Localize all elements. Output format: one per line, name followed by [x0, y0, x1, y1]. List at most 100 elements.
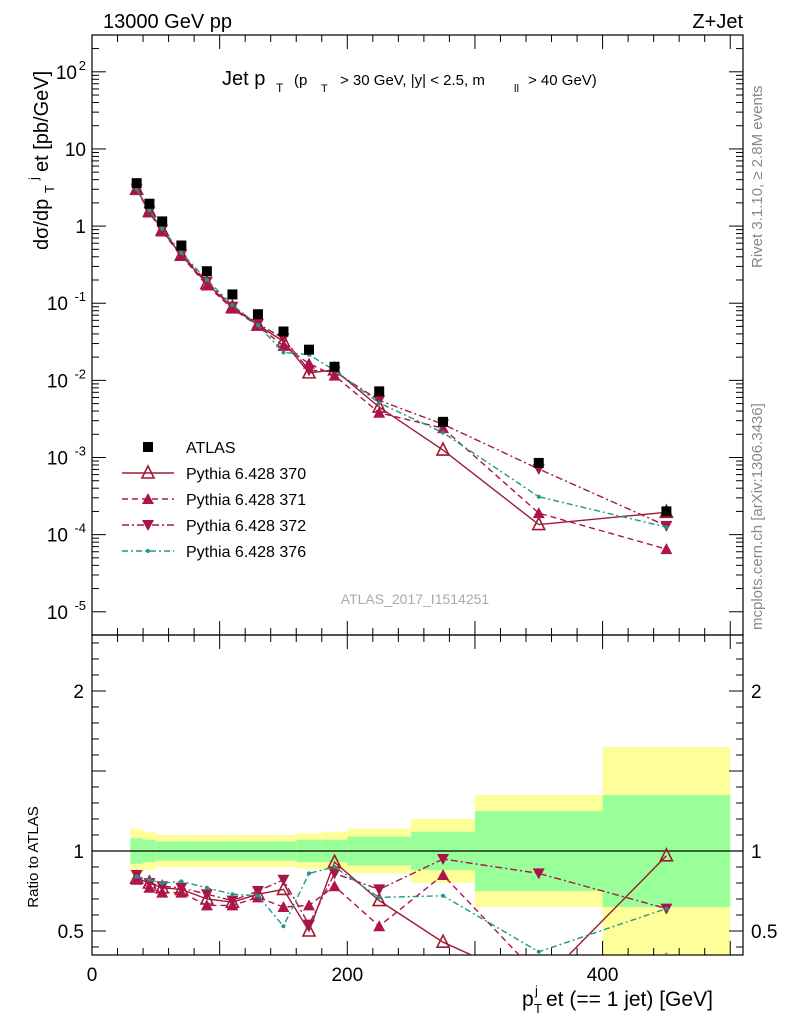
ratio-point [664, 952, 668, 955]
title-cuts-c: > 40 GeV) [528, 72, 597, 89]
ratio-y-tick-label: 0.5 [58, 922, 84, 943]
data-point [304, 344, 314, 355]
main-y-axis-title: dσ/dp T j et [pb/GeV] [26, 71, 57, 250]
main-ylabel-part2: et [pb/GeV] [31, 71, 53, 172]
process-label: Z+Jet [692, 11, 743, 33]
data-point [374, 386, 385, 397]
data-point [176, 240, 187, 251]
legend-entry: Pythia 6.428 371 [122, 492, 306, 509]
y-tick-label: 10 [47, 603, 68, 624]
data-point [175, 249, 188, 261]
legend-label: Pythia 6.428 371 [186, 492, 306, 509]
ratio-point [664, 906, 669, 911]
data-point [531, 515, 547, 531]
ratio-point [435, 933, 451, 949]
title-cuts-b: > 30 GeV, |y| < 2.5, m [340, 72, 485, 89]
title-cuts-a: (p [294, 72, 307, 89]
data-point [438, 416, 449, 427]
data-point [201, 266, 212, 277]
ratio-series [129, 847, 674, 981]
y-tick-exponent: -2 [74, 366, 86, 381]
y-tick-exponent: -5 [74, 598, 86, 613]
ratio-point [533, 970, 545, 981]
ratio-point [179, 879, 184, 884]
series-0 [131, 178, 672, 517]
ratio-point [371, 891, 387, 907]
ratio-point [230, 892, 235, 897]
main-ylabel-sup: j [26, 177, 41, 181]
ratio-point [328, 868, 341, 880]
data-point [157, 216, 168, 227]
ratio-point [156, 881, 169, 893]
ratio-point [303, 919, 315, 931]
data-point [131, 178, 142, 189]
ratio-line [136, 866, 667, 953]
ratio-point [328, 880, 341, 892]
data-point [664, 525, 669, 530]
xlabel-part1: p [522, 988, 534, 1011]
legend-marker [140, 464, 156, 479]
ratio-point [536, 949, 541, 954]
data-point [301, 364, 317, 379]
y-tick-label: 10 [56, 63, 77, 84]
mcplots-label: mcplots.cern.ch [arXiv:1306.3436] [749, 403, 766, 630]
data-point [277, 339, 290, 351]
legend-label: ATLAS [186, 440, 236, 457]
x-axis-title: p T j et (== 1 jet) [GeV] [522, 983, 713, 1016]
title-cuts-a-sub: T [321, 83, 328, 95]
data-point [200, 276, 213, 288]
legend-label: Pythia 6.428 372 [186, 518, 306, 535]
y-tick-exponent: -1 [74, 289, 86, 304]
data-point [255, 323, 260, 328]
ratio-point [277, 874, 290, 886]
ratio-point [147, 877, 152, 882]
ratio-y-tick-label-right: 1 [751, 842, 762, 863]
ratio-point [441, 893, 446, 898]
y-tick-label: 10 [47, 294, 68, 315]
ratio-point [377, 895, 382, 900]
data-point [536, 494, 541, 499]
ratio-frame [91, 634, 744, 956]
ratio-point [276, 880, 291, 896]
ratio-point [226, 895, 239, 907]
y-tick-label: 10 [65, 140, 86, 161]
data-point [373, 395, 386, 407]
ratio-y-tick-label: 2 [73, 682, 84, 703]
ratio-series-3 [134, 865, 669, 954]
rivet-version-label: Rivet 3.1.10, ≥ 2.8M events [749, 86, 766, 269]
x-tick-label: 0 [87, 965, 98, 986]
xlabel-part2: et (== 1 jet) [GeV] [546, 988, 713, 1011]
ratio-point [255, 893, 260, 898]
xlabel-sub: T [534, 1001, 542, 1016]
main-series [129, 178, 674, 555]
data-point [160, 226, 165, 231]
series-line [136, 188, 667, 528]
data-point [377, 400, 382, 405]
data-point [329, 361, 340, 372]
ratio-y-tick-label-right: 2 [751, 682, 762, 703]
data-point [134, 187, 139, 192]
ratio-point [134, 874, 139, 879]
title-main: Jet p [222, 68, 265, 90]
ratio-point [373, 920, 386, 932]
main-ylabel-sub: T [42, 185, 57, 193]
data-point [144, 198, 155, 209]
data-point [660, 543, 673, 555]
ratio-y-tick-label-right: 0.5 [751, 922, 777, 943]
x-tick-label: 200 [331, 965, 363, 986]
main-ylabel-part1: dσ/dp [31, 199, 53, 250]
legend-marker [143, 442, 153, 452]
y-tick-label: 10 [47, 526, 68, 547]
title-cuts-b-sub: ll [514, 83, 519, 95]
legend-label: Pythia 6.428 376 [186, 544, 306, 561]
ratio-point [200, 899, 213, 911]
legend-label: Pythia 6.428 370 [186, 466, 306, 483]
ratio-point [204, 885, 209, 890]
ratio-y-tick-label: 1 [73, 842, 84, 863]
y-tick-exponent: 2 [79, 58, 86, 73]
data-point [278, 326, 289, 337]
ratio-point [200, 889, 213, 901]
legend-marker [146, 549, 150, 553]
x-tick-label: 400 [587, 965, 619, 986]
legend-entry: Pythia 6.428 372 [122, 518, 306, 535]
